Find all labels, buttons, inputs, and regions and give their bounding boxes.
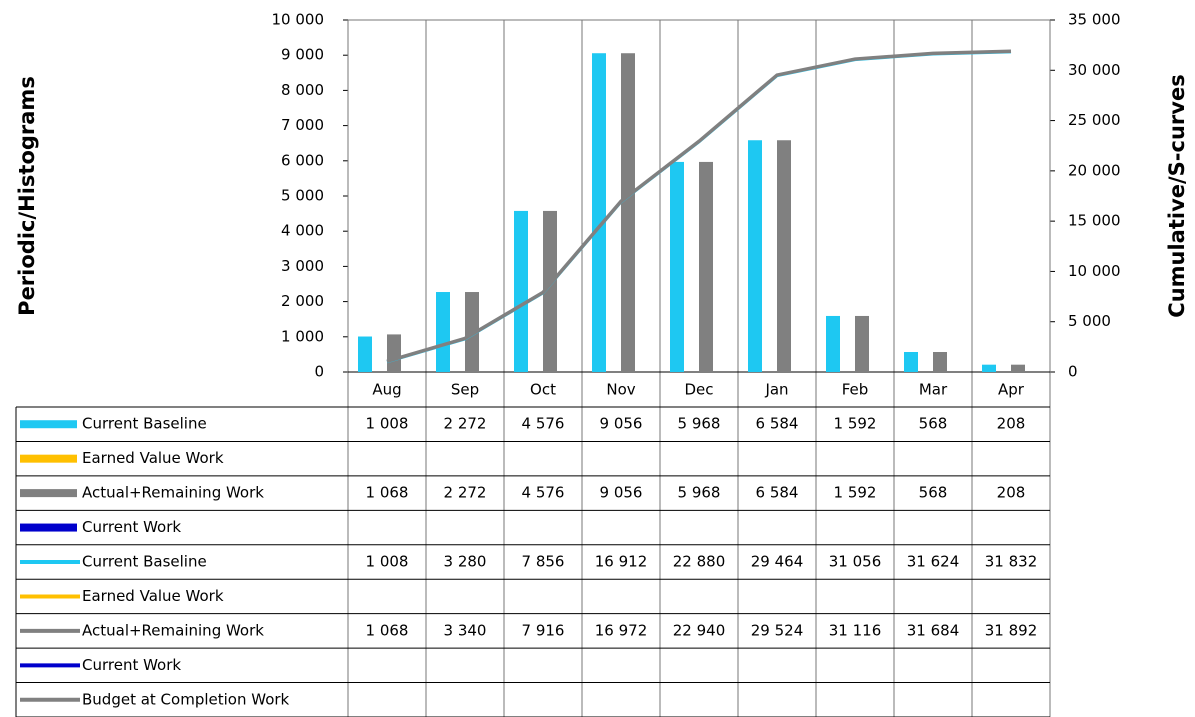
x-tick-label: Oct [530, 381, 556, 399]
x-tick-label: Jan [764, 381, 788, 399]
y2-tick-label: 5 000 [1068, 312, 1111, 330]
table-value: 2 272 [444, 415, 487, 433]
bar [543, 210, 557, 372]
legend-label: Current Baseline [82, 553, 207, 571]
x-tick-label: Dec [684, 381, 713, 399]
bar [855, 315, 869, 372]
table-value: 9 056 [600, 415, 643, 433]
y-tick-label: 7 000 [281, 116, 324, 134]
y-tick-label: 4 000 [281, 222, 324, 240]
y-tick-label: 3 000 [281, 257, 324, 275]
table-value: 6 584 [756, 415, 799, 433]
bar [358, 336, 372, 372]
y-tick-label: 5 000 [281, 187, 324, 205]
table-value: 29 524 [751, 621, 804, 639]
bar [387, 334, 401, 372]
legend-label: Actual+Remaining Work [82, 621, 264, 639]
legend-swatch [20, 420, 77, 429]
y-tick-label: 1 000 [281, 327, 324, 345]
table-value: 5 968 [678, 484, 721, 502]
legend-swatch [20, 454, 77, 463]
bar [826, 315, 840, 372]
legend-label: Current Baseline [82, 415, 207, 433]
legend-label: Current Work [82, 656, 181, 674]
table-value: 29 464 [751, 553, 804, 571]
table-value: 1 068 [366, 484, 409, 502]
table-value: 5 968 [678, 415, 721, 433]
x-tick-label: Feb [842, 381, 869, 399]
y-tick-label: 2 000 [281, 292, 324, 310]
table-value: 7 856 [522, 553, 565, 571]
bar [699, 161, 713, 372]
bar [748, 140, 762, 372]
y-tick-label: 8 000 [281, 81, 324, 99]
y2-tick-label: 15 000 [1068, 212, 1121, 230]
y2-tick-label: 20 000 [1068, 161, 1121, 179]
table-value: 4 576 [522, 415, 565, 433]
table-value: 1 008 [366, 553, 409, 571]
cumulative-line [386, 49, 1012, 363]
x-tick-label: Nov [606, 381, 635, 399]
table-value: 16 972 [595, 621, 648, 639]
legend-label: Earned Value Work [82, 449, 224, 467]
table-value: 7 916 [522, 621, 565, 639]
y2-tick-label: 35 000 [1068, 11, 1121, 29]
legend-swatch [20, 523, 77, 532]
table-value: 31 832 [985, 553, 1038, 571]
y-tick-label: 10 000 [272, 11, 325, 29]
table-value: 22 940 [673, 621, 726, 639]
y2-tick-label: 25 000 [1068, 111, 1121, 129]
legend-label: Actual+Remaining Work [82, 484, 264, 502]
table-value: 16 912 [595, 553, 648, 571]
table-value: 9 056 [600, 484, 643, 502]
table-value: 31 684 [907, 621, 960, 639]
bar [904, 352, 918, 372]
bar [933, 352, 947, 372]
x-tick-label: Apr [998, 381, 1025, 399]
bar [670, 161, 684, 372]
bar [777, 140, 791, 372]
y2-tick-label: 0 [1068, 363, 1078, 381]
table-value: 568 [919, 484, 948, 502]
legend-swatch [20, 489, 77, 498]
x-tick-label: Aug [372, 381, 401, 399]
bar [1011, 364, 1025, 372]
table-value: 3 280 [444, 553, 487, 571]
table-value: 208 [997, 484, 1026, 502]
bar [465, 292, 479, 372]
y-tick-label: 6 000 [281, 151, 324, 169]
table-value: 1 592 [834, 484, 877, 502]
bar [436, 292, 450, 372]
bar [514, 210, 528, 372]
legend-label: Budget at Completion Work [82, 690, 290, 708]
table-value: 31 056 [829, 553, 882, 571]
y2-tick-label: 10 000 [1068, 262, 1121, 280]
table-value: 3 340 [444, 621, 487, 639]
table-value: 1 068 [366, 621, 409, 639]
table-value: 208 [997, 415, 1026, 433]
y2-tick-label: 30 000 [1068, 61, 1121, 79]
bar [982, 364, 996, 372]
table-value: 4 576 [522, 484, 565, 502]
bar [592, 53, 606, 373]
table-value: 568 [919, 415, 948, 433]
y-tick-label: 0 [314, 363, 324, 381]
y-axis-title: Periodic/Histograms [15, 76, 39, 316]
legend-label: Current Work [82, 518, 181, 536]
table-value: 1 008 [366, 415, 409, 433]
table-value: 31 892 [985, 621, 1038, 639]
x-tick-label: Mar [919, 381, 948, 399]
table-value: 31 116 [829, 621, 882, 639]
y2-axis-title: Cumulative/S-curves [1165, 74, 1189, 317]
legend-label: Earned Value Work [82, 587, 224, 605]
y-tick-label: 9 000 [281, 46, 324, 64]
table-value: 2 272 [444, 484, 487, 502]
table-value: 31 624 [907, 553, 960, 571]
table-value: 22 880 [673, 553, 726, 571]
bar [621, 53, 635, 373]
table-value: 1 592 [834, 415, 877, 433]
table-value: 6 584 [756, 484, 799, 502]
x-tick-label: Sep [451, 381, 479, 399]
